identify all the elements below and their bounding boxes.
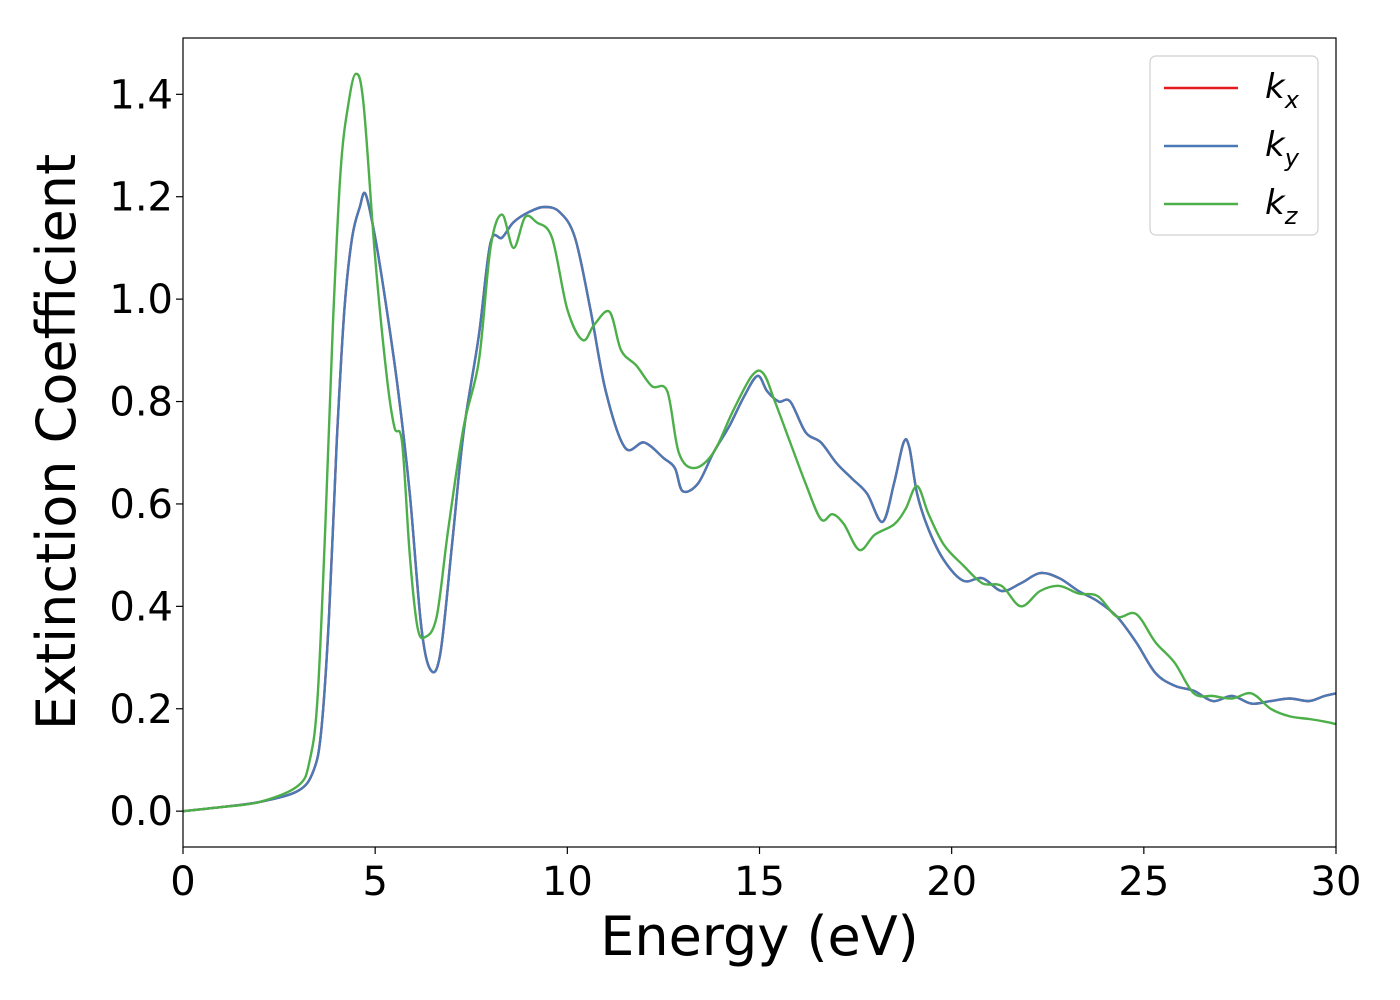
y-tick-label: 0.2 [109, 687, 173, 733]
x-axis: 0 5 10 15 20 25 30 [170, 847, 1361, 905]
legend-label-y: ky [1265, 125, 1300, 172]
x-tick-label: 20 [926, 859, 977, 905]
x-tick-label: 30 [1311, 859, 1362, 905]
legend-label-x: kx [1265, 67, 1300, 114]
legend-label-subscript: z [1284, 202, 1299, 230]
y-tick-label: 0.8 [109, 380, 173, 426]
x-tick-label: 10 [542, 859, 593, 905]
legend-label-main: k [1265, 125, 1286, 165]
x-tick-label: 5 [362, 859, 387, 905]
series-line-y [182, 191, 1337, 813]
y-tick-label: 0.4 [109, 584, 173, 630]
y-tick-label: 1.0 [109, 277, 173, 323]
y-tick-label: 1.2 [109, 175, 173, 221]
x-tick-label: 15 [734, 859, 785, 905]
x-tick-label: 25 [1118, 859, 1169, 905]
series-layer [182, 72, 1337, 813]
y-tick-label: 1.4 [109, 72, 173, 118]
x-axis-title: Energy (eV) [600, 905, 919, 968]
y-tick-label: 0.0 [109, 789, 173, 835]
series-line-z [182, 72, 1337, 813]
legend-label-main: k [1265, 183, 1286, 223]
y-axis: 0.0 0.2 0.4 0.6 0.8 1.0 1.2 1.4 [109, 72, 183, 835]
legend-label-main: k [1265, 67, 1286, 107]
y-tick-label: 0.6 [109, 482, 173, 528]
x-tick-label: 0 [170, 859, 195, 905]
legend-label-subscript: x [1284, 86, 1300, 114]
y-axis-title: Extinction Coefficient [25, 154, 88, 730]
legend-label-subscript: y [1284, 144, 1300, 172]
legend-label-z: kz [1265, 183, 1299, 230]
